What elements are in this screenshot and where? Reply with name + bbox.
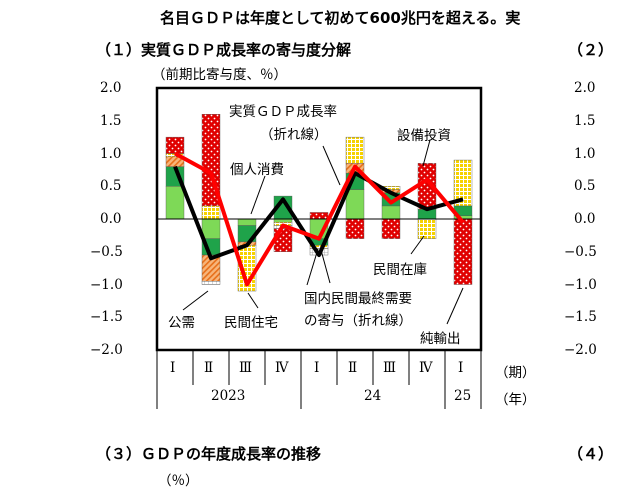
annot-housing: 民間住宅 xyxy=(224,315,278,331)
y-tick-right: 1.0 xyxy=(574,146,596,162)
bar-segment xyxy=(201,218,221,239)
year-unit-label: （年） xyxy=(495,392,536,408)
bar-segment xyxy=(237,218,257,226)
quarter-label: Ⅲ xyxy=(239,360,253,376)
y-tick-right: −2.0 xyxy=(564,342,597,358)
y-tick-left: 1.0 xyxy=(100,146,122,162)
quarter-label: Ⅳ xyxy=(275,360,289,376)
bar-segment xyxy=(201,281,221,285)
panel1-unit: （前期比寄与度、％） xyxy=(152,67,287,83)
y-tick-right: 2.0 xyxy=(574,80,596,96)
bar-segment xyxy=(201,205,221,220)
y-tick-left: −2.0 xyxy=(90,342,123,358)
top-text: 名目ＧＤＰは年度として初めて600兆円を超える。実 xyxy=(160,9,521,27)
y-tick-right: −1.5 xyxy=(564,309,597,325)
bar-segment xyxy=(381,205,401,220)
panel3-title: （３）ＧＤＰの年度成長率の推移 xyxy=(96,445,322,463)
annot-domestic-sub: の寄与（折れ線） xyxy=(304,313,412,329)
callout-lines xyxy=(182,139,464,325)
annot-gdp-line-sub: （折れ線） xyxy=(260,127,328,143)
quarter-label: Ⅰ xyxy=(170,360,176,376)
bar-segment xyxy=(381,218,401,239)
x-axis-rules xyxy=(156,350,482,409)
y-tick-right: 1.5 xyxy=(574,113,596,129)
year-label: 25 xyxy=(454,388,472,404)
plot-frame xyxy=(155,86,483,352)
bar-segment xyxy=(309,212,329,220)
annot-gdp-line: 実質ＧＤＰ成長率 xyxy=(229,104,337,120)
panel3-unit: （％） xyxy=(158,473,199,489)
bar-segment xyxy=(345,189,365,220)
y-tick-right: 0.5 xyxy=(574,178,596,194)
annot-consumption: 個人消費 xyxy=(230,162,284,178)
quarter-label: Ⅱ xyxy=(204,360,214,376)
period-label: （期） xyxy=(495,365,536,381)
y-tick-left: −1.0 xyxy=(90,277,123,293)
annot-net-exports: 純輸出 xyxy=(420,331,461,347)
year-label: 2023 xyxy=(211,388,246,404)
y-tick-right: −1.0 xyxy=(564,277,597,293)
bar-segment xyxy=(453,218,473,285)
domestic-demand-line xyxy=(174,151,465,287)
y-tick-left: −1.5 xyxy=(90,309,123,325)
y-tick-left: 0.5 xyxy=(100,178,122,194)
y-tick-left: −0.5 xyxy=(90,244,123,260)
annot-public: 公需 xyxy=(168,315,195,331)
annot-capex: 設備投資 xyxy=(397,128,451,144)
bar-segment xyxy=(345,136,365,164)
panel1-title: （１）実質ＧＤＰ成長率の寄与度分解 xyxy=(96,41,352,59)
quarter-label: Ⅳ xyxy=(419,360,433,376)
bar-segment xyxy=(165,136,185,154)
y-tick-left: 0.0 xyxy=(100,211,122,227)
quarter-label: Ⅰ xyxy=(314,360,320,376)
y-tick-right: 0.0 xyxy=(574,211,596,227)
bar-segment xyxy=(417,218,437,239)
bar-segment xyxy=(165,186,185,220)
y-tick-right: −0.5 xyxy=(564,244,597,260)
gdp-growth-line xyxy=(173,165,464,261)
annot-domestic: 国内民間最終需要 xyxy=(304,291,412,307)
panel2-title: （２） xyxy=(568,41,614,59)
quarter-label: Ⅲ xyxy=(383,360,397,376)
year-label: 24 xyxy=(364,388,382,404)
quarter-label: Ⅰ xyxy=(458,360,464,376)
y-tick-left: 1.5 xyxy=(100,113,122,129)
bar-segment xyxy=(453,159,473,207)
panel4-title: （４） xyxy=(568,445,614,463)
bar-segment xyxy=(345,218,365,239)
quarter-label: Ⅱ xyxy=(348,360,358,376)
annot-inventory: 民間在庫 xyxy=(373,262,427,278)
y-tick-left: 2.0 xyxy=(100,80,122,96)
